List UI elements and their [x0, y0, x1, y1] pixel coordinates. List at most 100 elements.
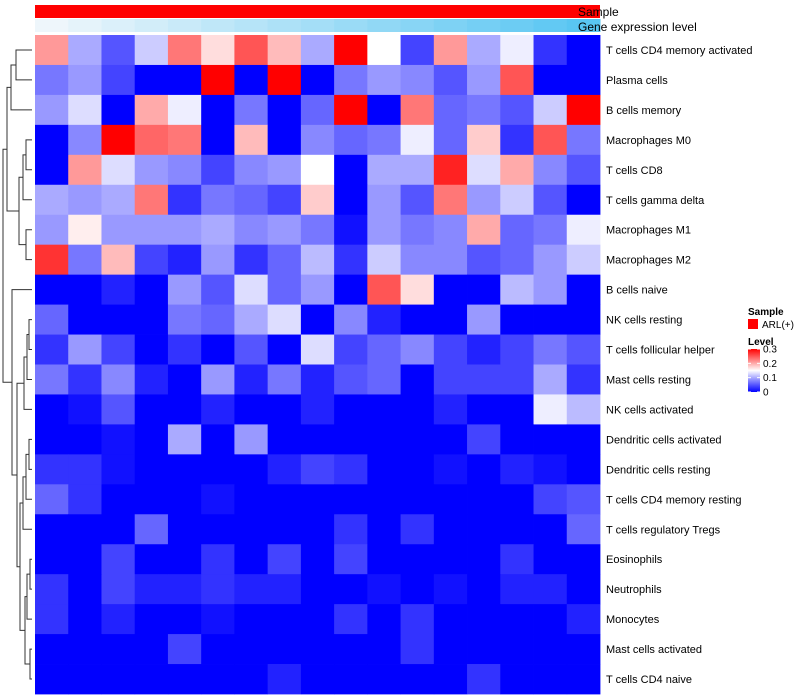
heatmap-cell	[367, 274, 401, 305]
heatmap-cell	[35, 184, 69, 216]
heatmap-cell	[201, 484, 235, 515]
heatmap-cell	[467, 484, 501, 515]
heatmap-cell	[68, 274, 102, 305]
heatmap-cell	[35, 544, 69, 575]
heatmap-cell	[500, 574, 534, 605]
heatmap-cell	[68, 244, 102, 276]
heatmap-cell	[300, 334, 335, 365]
legend-level-title: Level	[748, 337, 774, 348]
heatmap-cell	[68, 184, 102, 216]
heatmap-cell	[35, 394, 69, 425]
heatmap-cell	[433, 454, 468, 485]
heatmap-cell	[433, 424, 468, 455]
heatmap-cell	[467, 424, 501, 455]
heatmap-cell	[400, 334, 435, 365]
heatmap-cell	[68, 544, 102, 575]
heatmap-cell	[68, 334, 102, 365]
heatmap-cell	[433, 544, 468, 575]
heatmap-cell	[234, 394, 269, 425]
heatmap-cell	[134, 544, 169, 575]
heatmap-cell	[433, 35, 468, 66]
heatmap-cell	[467, 514, 501, 545]
heatmap-cell	[201, 154, 235, 186]
heatmap-cell	[566, 664, 601, 695]
heatmap-cell	[467, 454, 501, 485]
row-label: T cells follicular helper	[606, 345, 715, 357]
heatmap-cell	[35, 454, 69, 485]
heatmap-cell	[134, 64, 169, 96]
heatmap-cell	[467, 604, 501, 635]
heatmap-cell	[566, 394, 601, 425]
heatmap-cell	[566, 484, 601, 515]
heatmap-cell	[433, 64, 468, 96]
heatmap-cells	[35, 35, 601, 695]
heatmap-cell	[334, 64, 368, 96]
heatmap-cell	[201, 244, 235, 276]
heatmap-cell	[500, 604, 534, 635]
heatmap-cell	[500, 94, 534, 126]
heatmap-cell	[201, 124, 235, 156]
annotation-cell-expression	[267, 19, 302, 32]
heatmap-cell	[467, 184, 501, 216]
heatmap-cell	[367, 214, 401, 246]
heatmap-cell	[201, 94, 235, 126]
heatmap-cell	[367, 424, 401, 455]
heatmap-cell	[101, 664, 136, 695]
heatmap-cell	[533, 604, 568, 635]
row-label: T cells CD4 naive	[606, 674, 692, 686]
heatmap-cell	[167, 484, 202, 515]
heatmap-cell	[367, 484, 401, 515]
row-label: Dendritic cells resting	[606, 464, 711, 476]
heatmap-cell	[500, 64, 534, 96]
heatmap-cell	[566, 274, 601, 305]
heatmap-cell	[134, 634, 169, 665]
heatmap-cell	[367, 634, 401, 665]
heatmap-cell	[334, 364, 368, 395]
heatmap-cell	[300, 35, 335, 66]
heatmap-cell	[334, 514, 368, 545]
heatmap-cell	[101, 484, 136, 515]
heatmap-cell	[566, 514, 601, 545]
heatmap-cell	[300, 484, 335, 515]
heatmap-cell	[467, 64, 501, 96]
heatmap-cell	[68, 484, 102, 515]
heatmap-cell	[68, 574, 102, 605]
heatmap-cell	[400, 364, 435, 395]
heatmap-cell	[201, 274, 235, 305]
row-label: NK cells activated	[606, 404, 693, 416]
annotation-cell-expression	[167, 19, 202, 32]
heatmap-cell	[467, 364, 501, 395]
heatmap-cell	[433, 274, 468, 305]
heatmap-cell	[334, 154, 368, 186]
heatmap-cell	[101, 124, 136, 156]
heatmap-cell	[500, 334, 534, 365]
legend-sample-title: Sample	[748, 307, 784, 318]
row-label: Dendritic cells activated	[606, 434, 722, 446]
heatmap-cell	[134, 304, 169, 335]
row-label: T cells CD4 memory resting	[606, 494, 742, 506]
heatmap-cell	[134, 364, 169, 395]
heatmap-cell	[167, 334, 202, 365]
heatmap-cell	[533, 394, 568, 425]
heatmap-cell	[300, 604, 335, 635]
heatmap-cell	[101, 304, 136, 335]
heatmap-cell	[134, 334, 169, 365]
heatmap-cell	[533, 64, 568, 96]
heatmap-cell	[134, 514, 169, 545]
heatmap-cell	[367, 124, 401, 156]
heatmap-cell	[167, 574, 202, 605]
heatmap-cell	[467, 664, 501, 695]
heatmap-cell	[234, 364, 269, 395]
heatmap-cell	[267, 124, 302, 156]
heatmap-cell	[134, 424, 169, 455]
heatmap-cell	[267, 574, 302, 605]
heatmap-cell	[334, 124, 368, 156]
row-label: Eosinophils	[606, 554, 663, 566]
heatmap-cell	[234, 424, 269, 455]
annotation-cell-expression	[566, 19, 601, 32]
annotation-cell-expression	[400, 19, 435, 32]
heatmap-cell	[367, 364, 401, 395]
heatmap-cell	[234, 154, 269, 186]
heatmap-cell	[400, 664, 435, 695]
heatmap-cell	[167, 364, 202, 395]
